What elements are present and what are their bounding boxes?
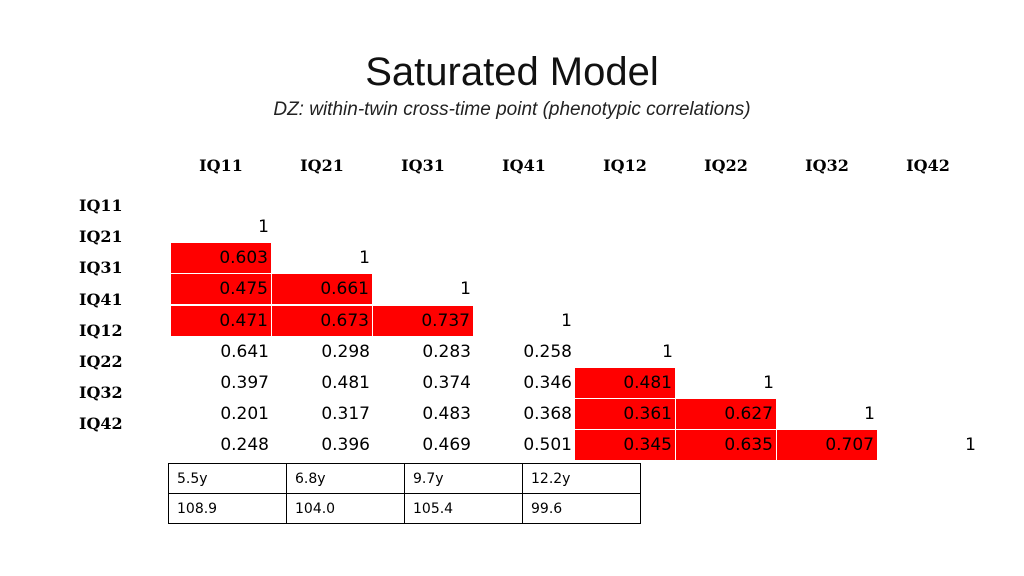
matrix-cell: 0.627: [676, 399, 777, 430]
matrix-cell: 0.396: [321, 435, 370, 456]
age-cell: 5.5y: [168, 463, 287, 494]
age-row: 5.5y 6.8y 9.7y 12.2y: [168, 463, 641, 494]
matrix-cell: 1: [763, 373, 774, 393]
matrix-cell: 1: [965, 435, 976, 456]
age-iq-table: 5.5y 6.8y 9.7y 12.2y 108.9 104.0 105.4 9…: [168, 463, 641, 524]
age-cell: 12.2y: [522, 463, 641, 494]
column-header: IQ12: [603, 156, 647, 175]
matrix-cell: 0.501: [523, 435, 572, 456]
matrix-cell: 0.345: [575, 430, 676, 461]
matrix-cell: 0.397: [220, 373, 269, 393]
row-header: IQ31: [79, 258, 123, 278]
row-header: IQ41: [79, 289, 123, 309]
row-header: IQ12: [79, 320, 123, 340]
row-header: IQ21: [79, 227, 123, 247]
age-cell: 6.8y: [286, 463, 405, 494]
column-header: IQ42: [906, 156, 950, 175]
matrix-cell: 0.737: [373, 305, 474, 336]
matrix-cell: 0.374: [422, 373, 471, 393]
row-header: IQ32: [79, 383, 123, 403]
iq-mean-cell: 105.4: [404, 493, 523, 524]
slide-subtitle: DZ: within-twin cross-time point (phenot…: [273, 99, 751, 120]
matrix-cell: 0.346: [523, 373, 572, 393]
matrix-cell: 0.368: [523, 404, 572, 425]
iq-mean-cell: 99.6: [522, 493, 641, 524]
matrix-cell: 0.483: [422, 404, 471, 425]
matrix-cell: 0.361: [575, 399, 676, 430]
row-header: IQ22: [79, 352, 123, 371]
matrix-cell: 0.481: [575, 368, 676, 398]
matrix-cell: 0.481: [321, 373, 370, 393]
matrix-cell: 1: [460, 279, 471, 300]
matrix-cell: 0.283: [422, 341, 471, 362]
matrix-cell: 0.201: [220, 404, 269, 425]
row-header: IQ11: [79, 196, 123, 215]
matrix-cell: 0.673: [272, 305, 373, 336]
matrix-cell: 0.603: [171, 243, 272, 274]
column-header: IQ32: [805, 156, 849, 175]
slide-title: Saturated Model: [365, 50, 659, 94]
matrix-cell: 1: [662, 341, 673, 362]
matrix-cell: 0.475: [171, 274, 272, 305]
matrix-cell: 0.248: [220, 435, 269, 456]
matrix-cell: 0.317: [321, 404, 370, 425]
row-header: IQ42: [79, 414, 123, 434]
age-cell: 9.7y: [404, 463, 523, 494]
iq-mean-cell: 108.9: [168, 493, 287, 524]
column-header: IQ31: [401, 156, 445, 175]
matrix-cell: 1: [359, 248, 370, 269]
matrix-cell: 0.258: [523, 341, 572, 362]
matrix-cell: 0.661: [272, 274, 373, 305]
matrix-cell: 1: [561, 310, 572, 331]
iq-mean-row: 108.9 104.0 105.4 99.6: [168, 493, 641, 524]
matrix-cell: 0.471: [171, 305, 272, 336]
matrix-cell: 0.635: [676, 430, 777, 461]
column-header: IQ22: [704, 156, 748, 175]
matrix-cell: 1: [864, 404, 875, 425]
matrix-cell: 0.298: [321, 341, 370, 362]
matrix-cell: 1: [258, 217, 269, 237]
column-header: IQ41: [502, 156, 546, 175]
column-header: IQ21: [300, 156, 344, 175]
matrix-cell: 0.641: [220, 341, 269, 362]
iq-mean-cell: 104.0: [286, 493, 405, 524]
matrix-cell: 0.469: [422, 435, 471, 456]
matrix-cell: 0.707: [777, 430, 878, 461]
column-header: IQ11: [199, 156, 243, 175]
